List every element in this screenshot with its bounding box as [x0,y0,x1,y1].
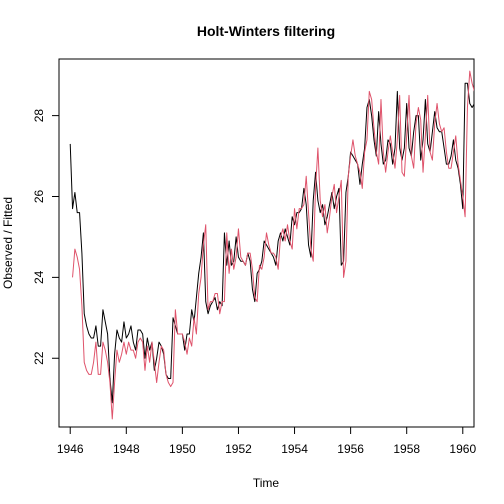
y-axis-label: Observed / Fitted [1,197,15,289]
x-tick-label: 1950 [169,442,196,456]
observed-series-line [69,82,474,404]
y-tick-label: 26 [32,190,46,204]
y-axis: 22 24 26 28 [32,109,60,365]
fitted-series-line [72,70,474,420]
x-tick-label: 1956 [337,442,364,456]
chart-title: Holt-Winters filtering [197,23,335,39]
x-tick-label: 1948 [113,442,140,456]
y-tick-label: 28 [32,109,46,123]
x-tick-label: 1946 [57,442,84,456]
x-axis: 1946 1948 1950 1952 1954 1956 1958 1960 [57,426,476,456]
x-tick-label: 1958 [393,442,420,456]
x-tick-label: 1954 [281,442,308,456]
plot-lines [69,70,474,420]
y-tick-label: 24 [32,270,46,284]
x-axis-label: Time [253,476,280,490]
x-tick-label: 1952 [225,442,252,456]
x-tick-label: 1960 [449,442,476,456]
y-tick-label: 22 [32,351,46,365]
